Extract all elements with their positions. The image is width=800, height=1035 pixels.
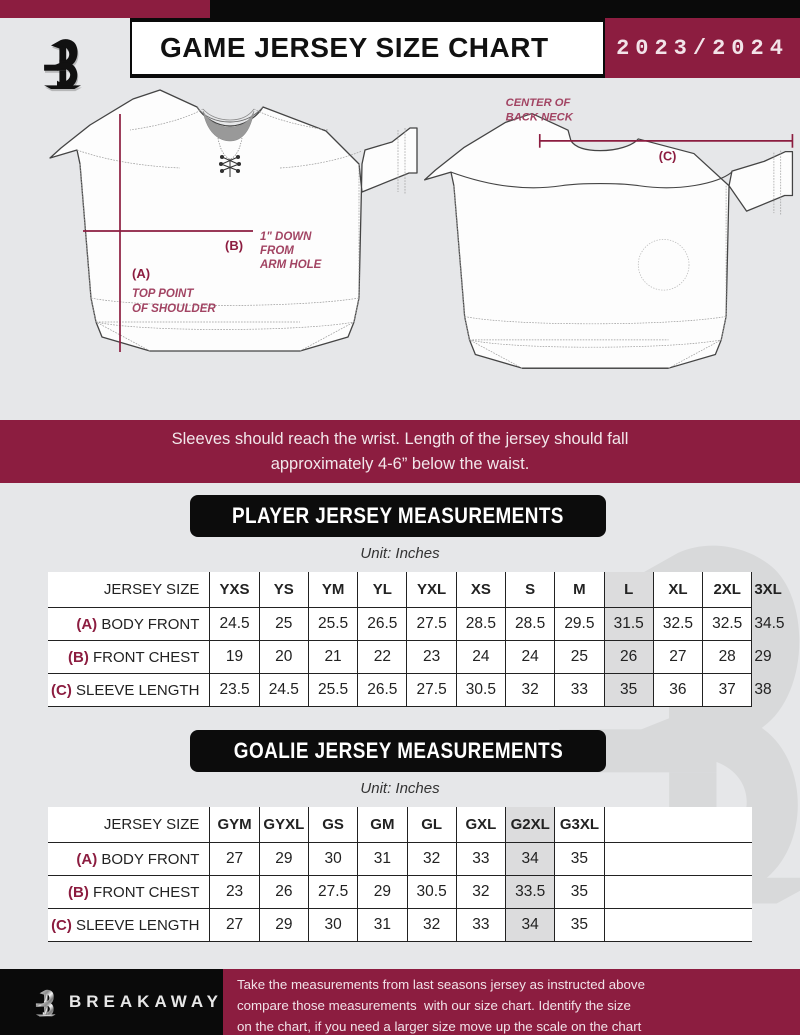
svg-text:TOP POINT: TOP POINT (132, 288, 194, 300)
svg-text:CENTER OF: CENTER OF (506, 97, 572, 109)
svg-text:FROM: FROM (260, 245, 294, 257)
svg-text:(C): (C) (659, 149, 677, 163)
svg-text:1" DOWN: 1" DOWN (260, 231, 312, 243)
svg-text:(B): (B) (225, 238, 243, 253)
svg-text:BACK NECK: BACK NECK (506, 111, 574, 123)
svg-text:ARM HOLE: ARM HOLE (259, 259, 322, 271)
svg-text:OF SHOULDER: OF SHOULDER (132, 303, 216, 315)
svg-text:(A): (A) (132, 266, 150, 281)
